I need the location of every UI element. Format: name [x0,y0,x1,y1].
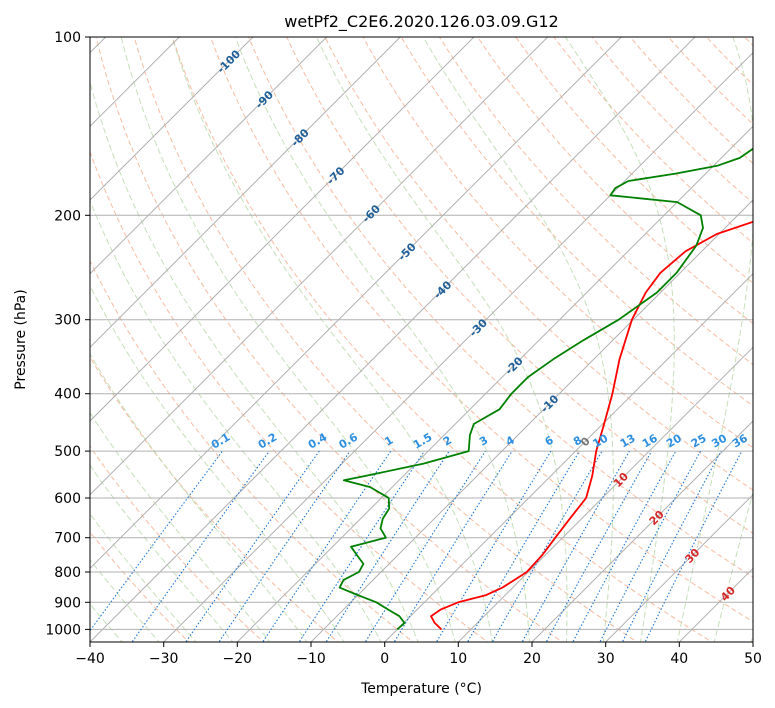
y-tick-label: 500 [54,444,81,460]
dry-adiabat-line [248,37,753,578]
x-axis-ticks: −40 −30 −20 −10 0 10 20 30 40 50 [75,642,762,667]
moist-adiabat-line [171,37,493,642]
isotherm-line [163,51,753,642]
background-lines [90,37,753,642]
y-axis-label: Pressure (hPa) [13,289,29,389]
y-tick-label: 800 [54,565,81,581]
x-tick-label: −20 [223,651,253,667]
mixing-ratio-line [298,450,425,642]
dry-adiabat-line [286,37,753,534]
isotherm-line [90,37,328,275]
x-tick-label: 50 [744,651,762,667]
moist-adiabat-line [565,37,675,642]
mixing-ratio-line [491,450,603,642]
dry-adiabat-line [90,150,489,642]
x-tick-label: 30 [597,651,615,667]
mixing-ratio-line [466,450,580,642]
isotherm-line [90,37,475,422]
y-tick-label: 300 [54,313,81,329]
y-tick-label: 200 [54,208,81,224]
y-tick-label: 700 [54,531,81,547]
moist-adiabat-line [422,37,614,642]
x-tick-label: −30 [149,651,179,667]
chart-title: wetPf2_C2E6.2020.126.03.09.G12 [284,12,558,32]
x-tick-label: 10 [449,651,467,667]
mixing-ratio-line [393,450,513,642]
isotherm-line [90,37,254,201]
mixing-ratio-line [572,450,677,642]
mixing-ratio-line [621,450,722,642]
y-tick-label: 600 [54,491,81,507]
y-tick-label: 100 [54,30,81,46]
mixing-ratio-line [435,450,552,642]
x-axis-label: Temperature (°C) [360,681,482,697]
mixing-ratio-line [644,450,743,642]
isotherm-line [384,272,753,642]
y-axis-ticks: 1000 900 800 700 600 500 400 300 200 100 [45,30,90,638]
mixing-ratio-line [262,450,392,642]
x-tick-label: 40 [670,651,688,667]
y-tick-label: 900 [54,595,81,611]
dry-adiabat-line [171,37,713,642]
dry-adiabat-line [324,37,753,491]
dry-adiabat-line [438,37,753,366]
sounding-profiles [338,147,753,631]
temperature-profile-line [430,220,753,631]
plot-background [90,37,753,642]
x-tick-label: 0 [380,651,389,667]
isotherm-line [90,37,549,496]
mixing-ratio-line [325,450,450,642]
mixing-ratio-line [131,450,270,642]
isotherm-line [605,493,753,642]
isotherm-line [90,37,696,642]
moist-adiabat-line [120,37,456,642]
y-tick-label: 1000 [45,622,81,638]
isotherm-line [236,125,753,642]
mixing-ratio-line [599,450,701,642]
x-tick-label: −40 [75,651,105,667]
plot-frame [89,36,754,643]
x-tick-label: 20 [523,651,541,667]
isotherm-line [457,346,753,642]
moist-adiabat-line [90,353,308,642]
mixing-ratio-line [218,450,351,642]
isotherm-line [310,199,753,642]
y-tick-label: 400 [54,387,81,403]
moist-adiabat-line [676,37,753,642]
isotherm-line [531,420,753,642]
mixing-ratio-line [185,450,320,642]
mixing-ratio-line [90,450,223,632]
dewpoint-profile-line [338,147,753,631]
mixing-ratio-line [364,450,486,642]
x-tick-label: −10 [296,651,326,667]
isotherm-line [90,37,401,349]
isotherm-line [90,37,622,570]
dry-adiabat-line [362,37,753,449]
moist-adiabat-line [316,37,568,642]
